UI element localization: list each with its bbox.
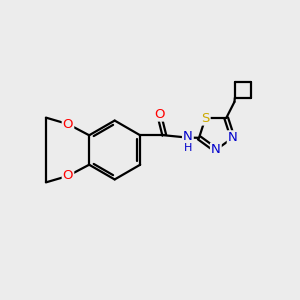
Text: N: N: [211, 143, 221, 157]
Text: S: S: [201, 112, 210, 124]
Text: O: O: [63, 169, 73, 182]
Text: H: H: [184, 143, 193, 153]
Text: O: O: [63, 118, 73, 130]
Text: N: N: [183, 130, 193, 143]
Text: O: O: [154, 108, 164, 121]
Text: N: N: [228, 131, 238, 144]
